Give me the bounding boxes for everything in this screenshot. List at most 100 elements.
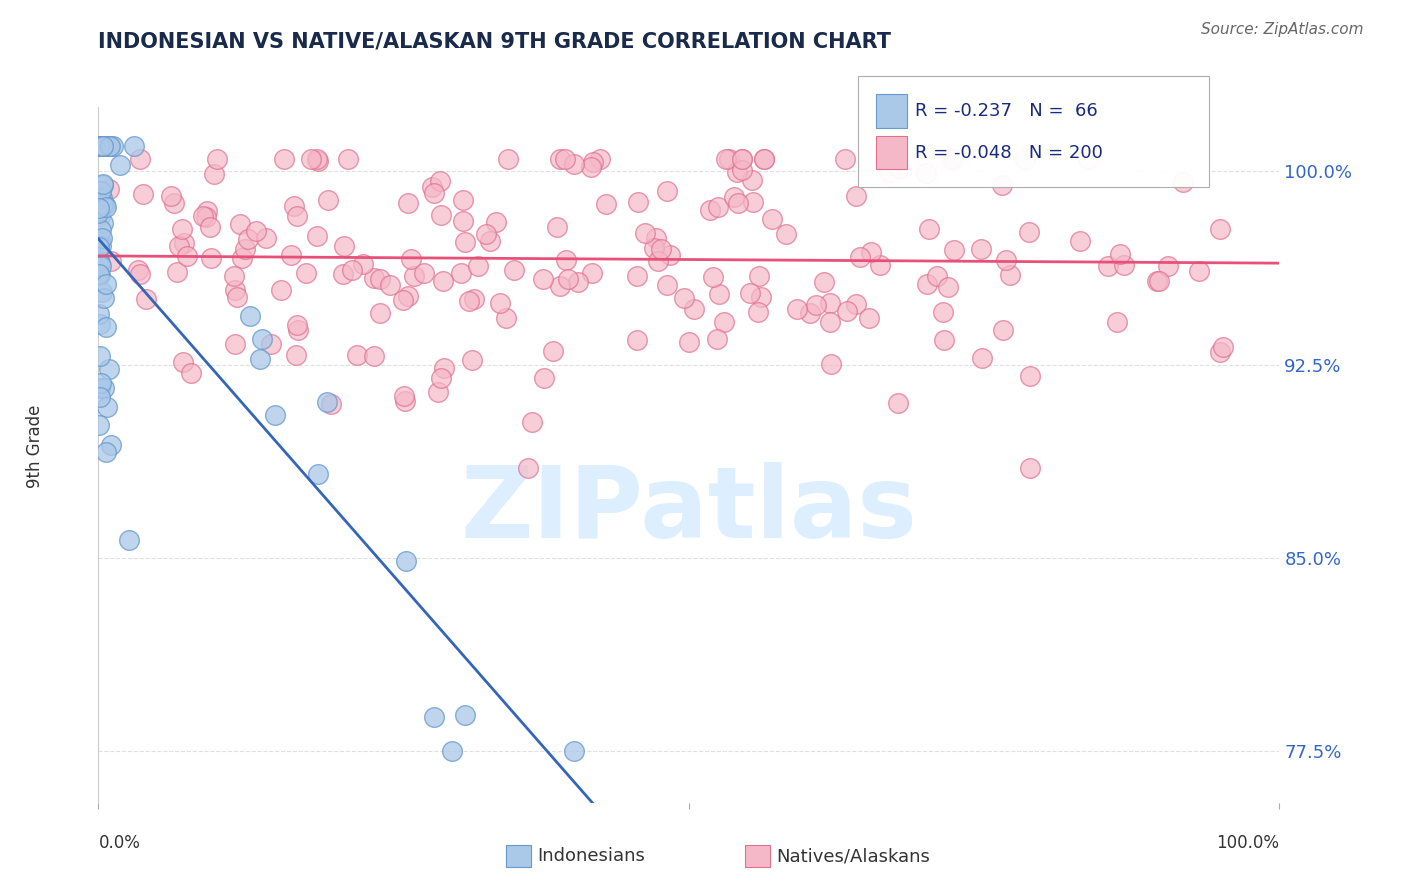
Point: [423, 710, 446, 724]
Point: [495, 310, 517, 325]
Point: [117, 533, 139, 547]
Point: [818, 315, 841, 329]
Point: [1097, 259, 1119, 273]
Point: [100, 253, 122, 268]
Point: [94, 277, 117, 292]
Point: [89, 317, 111, 331]
Point: [89, 201, 111, 215]
Point: [169, 239, 191, 253]
Point: [1069, 234, 1091, 248]
Point: [915, 165, 938, 179]
Text: INDONESIAN VS NATIVE/ALASKAN 9TH GRADE CORRELATION CHART: INDONESIAN VS NATIVE/ALASKAN 9TH GRADE C…: [98, 31, 891, 51]
Point: [658, 248, 681, 262]
Point: [1112, 258, 1135, 272]
Point: [655, 277, 678, 292]
Point: [430, 371, 453, 385]
Point: [548, 152, 571, 166]
Point: [195, 210, 218, 224]
Point: [87, 418, 110, 433]
Point: [460, 352, 482, 367]
Point: [91, 178, 114, 193]
Point: [352, 257, 374, 271]
Point: [93, 381, 115, 395]
Point: [205, 153, 228, 167]
Point: [93, 216, 115, 230]
Point: [1173, 175, 1195, 189]
Point: [998, 268, 1021, 283]
Point: [516, 460, 538, 475]
Point: [557, 271, 579, 285]
Point: [91, 138, 114, 153]
Point: [804, 298, 827, 312]
Point: [1018, 225, 1040, 239]
Point: [100, 437, 122, 451]
Point: [942, 152, 965, 166]
Point: [707, 286, 730, 301]
Text: R = -0.048   N = 200: R = -0.048 N = 200: [915, 144, 1104, 161]
Point: [307, 152, 329, 166]
Point: [1209, 222, 1232, 236]
Point: [429, 208, 451, 222]
Point: [287, 323, 309, 337]
Point: [991, 178, 1014, 192]
Point: [233, 242, 256, 256]
Point: [89, 268, 111, 282]
Point: [479, 234, 502, 248]
Point: [319, 397, 342, 411]
Point: [845, 189, 868, 203]
Point: [1209, 345, 1232, 359]
Point: [820, 357, 842, 371]
Point: [845, 296, 868, 310]
Point: [775, 227, 797, 242]
Point: [496, 152, 519, 166]
Point: [229, 217, 252, 231]
Point: [927, 269, 949, 284]
Point: [202, 167, 225, 181]
Point: [643, 241, 665, 255]
Point: [224, 283, 246, 297]
Point: [995, 252, 1018, 267]
Point: [1019, 460, 1042, 475]
Point: [546, 219, 568, 234]
Point: [533, 371, 555, 385]
Point: [89, 253, 111, 268]
Point: [122, 138, 145, 153]
Point: [799, 305, 821, 319]
Point: [672, 291, 695, 305]
Point: [1212, 340, 1234, 354]
Text: Natives/Alaskans: Natives/Alaskans: [776, 847, 929, 865]
Point: [1018, 368, 1040, 383]
Point: [260, 337, 283, 351]
Point: [1109, 246, 1132, 260]
Point: [915, 277, 938, 291]
Point: [97, 181, 120, 195]
Point: [129, 267, 152, 281]
Point: [699, 203, 721, 218]
Point: [1157, 259, 1180, 273]
Point: [458, 293, 481, 308]
Point: [87, 138, 110, 153]
Point: [287, 318, 309, 333]
Point: [283, 199, 305, 213]
Point: [396, 288, 419, 302]
Point: [932, 334, 955, 348]
Point: [89, 233, 111, 247]
Point: [363, 270, 385, 285]
Point: [972, 351, 994, 365]
Point: [93, 197, 115, 211]
Point: [89, 349, 111, 363]
Point: [1146, 274, 1168, 288]
Point: [723, 190, 745, 204]
Point: [399, 252, 422, 267]
Point: [426, 384, 449, 399]
Point: [1188, 264, 1211, 278]
Point: [702, 269, 724, 284]
Point: [250, 332, 273, 346]
Point: [835, 303, 858, 318]
Point: [180, 366, 202, 380]
Point: [222, 269, 245, 284]
Point: [394, 394, 416, 409]
Point: [717, 152, 740, 166]
Point: [94, 138, 117, 153]
Point: [849, 250, 872, 264]
